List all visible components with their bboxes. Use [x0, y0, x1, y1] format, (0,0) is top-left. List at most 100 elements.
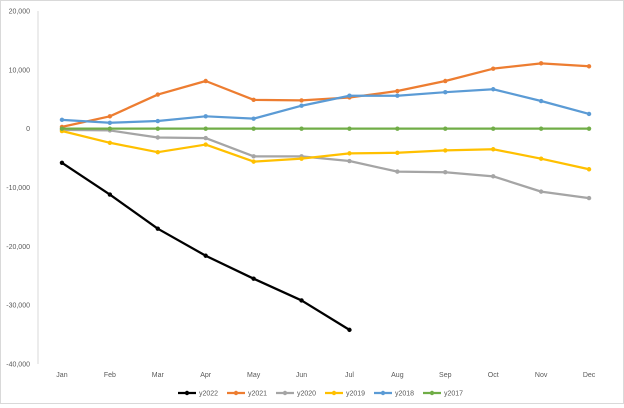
x-tick-label: Feb — [104, 372, 116, 379]
legend-item-y2021: y2021 — [227, 391, 267, 398]
legend-label: y2021 — [248, 391, 267, 398]
legend-label: y2018 — [395, 391, 414, 398]
legend-marker — [331, 390, 337, 396]
legend-item-y2018: y2018 — [374, 391, 414, 398]
data-point — [491, 147, 496, 152]
data-point — [155, 126, 160, 131]
legend-marker — [429, 390, 435, 396]
data-point — [299, 156, 304, 161]
data-point — [203, 253, 208, 258]
data-point — [538, 156, 544, 161]
data-point — [395, 126, 400, 131]
data-point — [59, 126, 65, 131]
data-point — [59, 117, 65, 123]
data-point — [443, 170, 448, 175]
legend-marker — [184, 390, 190, 396]
series-line — [61, 129, 590, 171]
data-point — [538, 189, 544, 194]
data-point — [251, 276, 256, 281]
data-point — [251, 126, 256, 131]
data-point — [251, 116, 256, 121]
data-point — [59, 160, 65, 165]
data-point — [491, 126, 496, 131]
legend-item-y2017: y2017 — [423, 391, 463, 398]
series-line — [61, 88, 590, 124]
data-point — [586, 126, 592, 131]
series-layer — [59, 61, 592, 333]
series-y2017 — [59, 126, 592, 131]
legend: y2022 y2021 y2020 y2019 y2018 y2017 — [178, 391, 463, 398]
series-y2020 — [59, 127, 592, 201]
data-point — [395, 169, 400, 174]
data-point — [491, 174, 496, 179]
data-point — [155, 92, 160, 97]
series-line — [61, 128, 590, 200]
x-tick-label: Sep — [439, 372, 452, 379]
data-point — [347, 126, 352, 131]
data-point — [107, 140, 113, 145]
x-tick-label: Jul — [345, 372, 354, 379]
legend-label: y2017 — [444, 391, 463, 398]
data-point — [347, 327, 352, 333]
legend-marker — [380, 390, 386, 396]
data-point — [299, 126, 304, 131]
data-point — [443, 89, 448, 95]
x-tick-label: Jan — [56, 372, 67, 379]
data-point — [251, 154, 256, 159]
data-point — [443, 148, 448, 153]
data-point — [155, 150, 160, 155]
legend-item-y2019: y2019 — [325, 391, 365, 398]
data-point — [107, 114, 113, 119]
x-tick-label: May — [247, 372, 261, 379]
data-point — [586, 64, 592, 69]
data-point — [299, 103, 304, 108]
data-point — [155, 135, 160, 140]
y-tick-label: -40,000 — [6, 362, 30, 369]
data-point — [491, 87, 496, 92]
x-tick-label: Dec — [583, 372, 596, 379]
data-point — [107, 120, 113, 125]
data-point — [347, 93, 352, 98]
x-tick-label: Oct — [488, 372, 499, 379]
data-point — [538, 126, 544, 131]
y-tick-label: 0 — [26, 126, 30, 133]
y-tick-label: -10,000 — [6, 185, 30, 192]
data-point — [251, 97, 256, 103]
data-point — [586, 111, 592, 117]
x-tick-label: Nov — [535, 372, 548, 379]
x-tick-label: Jun — [296, 372, 307, 379]
data-point — [538, 98, 544, 104]
data-point — [395, 93, 400, 98]
y-tick-label: 20,000 — [9, 9, 31, 16]
legend-item-y2022: y2022 — [178, 391, 218, 398]
legend-label: y2019 — [346, 391, 365, 398]
data-point — [203, 114, 208, 119]
series-y2022 — [59, 160, 352, 333]
data-point — [347, 151, 352, 156]
data-point — [203, 142, 208, 147]
data-point — [586, 167, 592, 172]
series-line — [61, 62, 590, 129]
y-tick-label: -20,000 — [6, 244, 30, 251]
data-point — [443, 78, 448, 84]
data-point — [443, 126, 448, 131]
legend-label: y2022 — [199, 391, 218, 398]
data-point — [491, 66, 496, 71]
data-point — [107, 126, 113, 131]
data-point — [299, 98, 304, 103]
y-tick-label: 10,000 — [9, 67, 31, 74]
y-tick-label: -30,000 — [6, 303, 30, 310]
data-point — [395, 88, 400, 94]
data-point — [203, 135, 208, 141]
data-point — [155, 226, 160, 231]
series-y2021 — [59, 61, 592, 130]
data-point — [586, 195, 592, 201]
data-point — [107, 192, 113, 197]
legend-item-y2020: y2020 — [276, 391, 316, 398]
x-tick-label: Mar — [152, 372, 165, 379]
data-point — [299, 298, 304, 303]
x-tick-label: Aug — [391, 372, 404, 379]
data-point — [251, 159, 256, 164]
